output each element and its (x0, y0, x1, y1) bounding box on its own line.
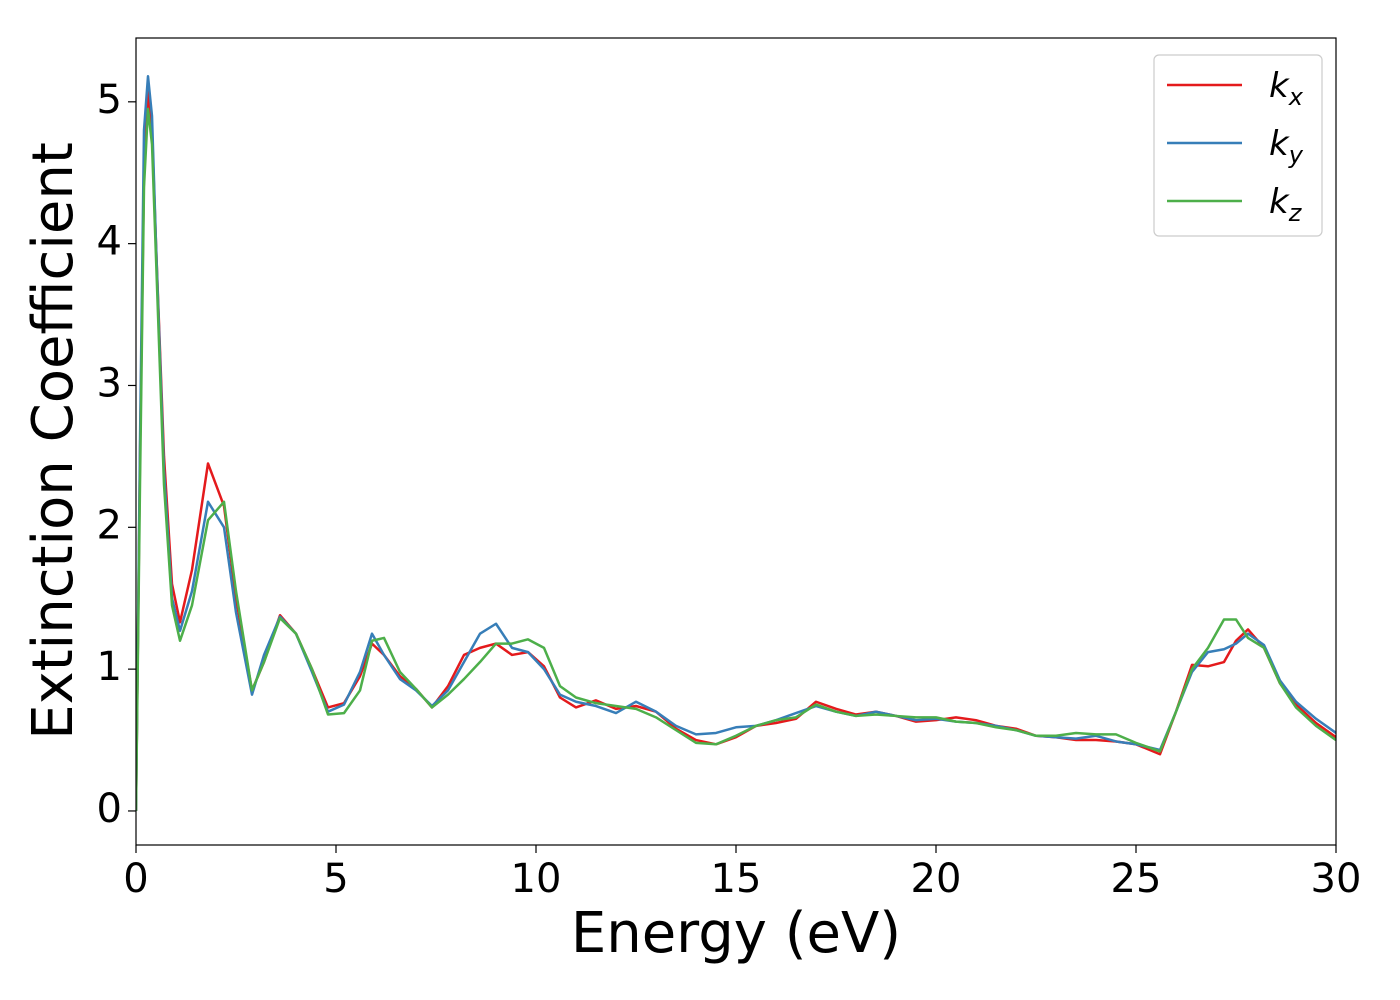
series-line (136, 107, 1336, 811)
y-tick-label: 5 (97, 77, 122, 123)
legend-box (1153, 54, 1323, 237)
x-tick-label: 25 (1111, 856, 1162, 902)
y-axis-label: Extinction Coefficient (21, 142, 86, 740)
x-axis-label: Energy (eV) (571, 901, 901, 966)
x-tick-label: 15 (711, 856, 762, 902)
y-tick-label: 2 (97, 502, 122, 548)
series-line (136, 75, 1336, 811)
x-tick-label: 5 (323, 856, 348, 902)
x-tick-label: 20 (911, 856, 962, 902)
x-tick-label: 10 (511, 856, 562, 902)
y-tick-label: 3 (97, 360, 122, 406)
legend-label: ky (1269, 124, 1304, 169)
x-tick-label: 0 (123, 856, 148, 902)
y-tick-label: 0 (97, 786, 122, 832)
legend-label: kz (1269, 182, 1303, 227)
legend-label: kx (1269, 66, 1304, 111)
plot-frame (135, 37, 1337, 846)
y-tick-label: 1 (97, 644, 122, 690)
x-tick-label: 30 (1311, 856, 1362, 902)
y-tick-label: 4 (97, 219, 122, 265)
